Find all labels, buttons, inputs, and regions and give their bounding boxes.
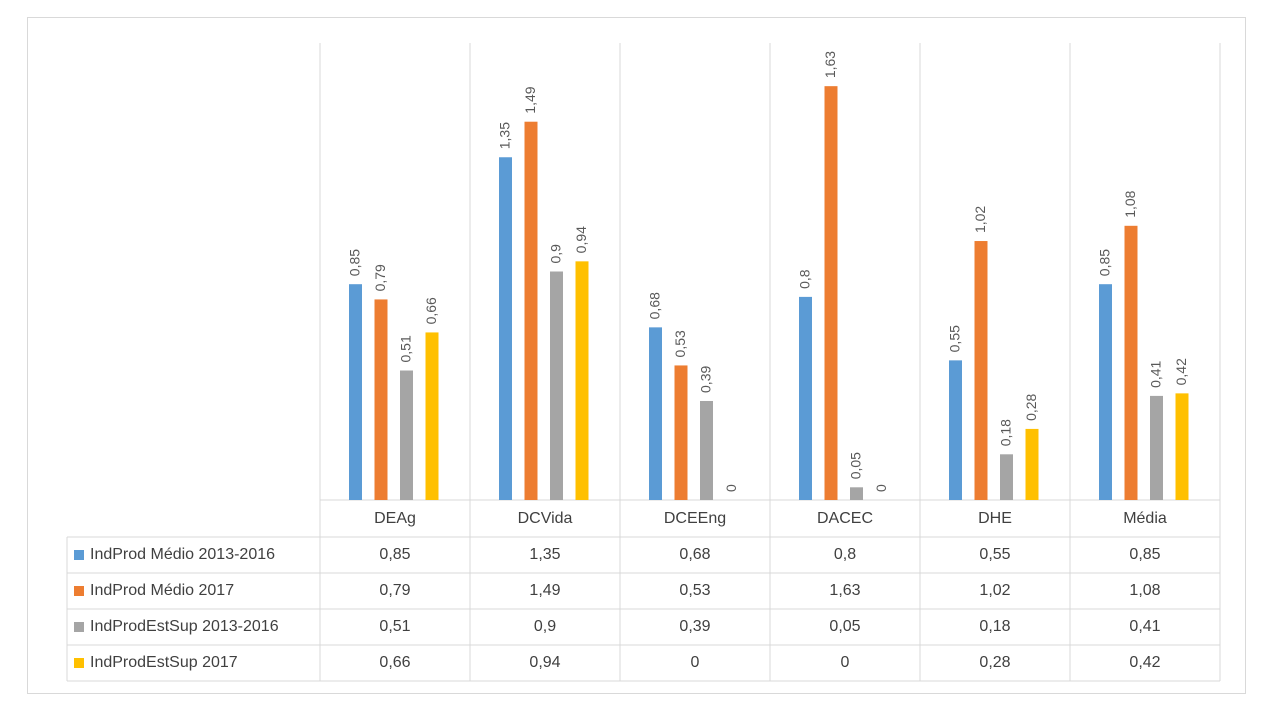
data-label: 0,18 xyxy=(998,419,1014,446)
x-tick-label: DHE xyxy=(978,510,1012,527)
table-cell: 0,28 xyxy=(979,654,1010,671)
legend-label: IndProd Médio 2017 xyxy=(90,582,234,599)
data-label: 0,51 xyxy=(398,335,414,362)
legend-swatch xyxy=(74,586,84,596)
table-cell: 0,55 xyxy=(979,546,1010,563)
table-cell: 0,68 xyxy=(679,546,710,563)
data-label: 0,66 xyxy=(423,297,439,324)
bar xyxy=(949,360,962,500)
data-label: 1,35 xyxy=(497,122,513,149)
chart-border xyxy=(27,17,1246,694)
bar xyxy=(824,86,838,501)
data-label: 0,55 xyxy=(947,325,963,352)
data-label: 0 xyxy=(873,484,889,492)
bar xyxy=(1025,428,1039,500)
x-tick-label: Média xyxy=(1123,510,1167,527)
bar xyxy=(499,157,512,500)
table-cell: 0,53 xyxy=(679,582,710,599)
bar xyxy=(974,241,988,501)
table-cell: 0,9 xyxy=(534,618,556,635)
table-cell: 0,05 xyxy=(829,618,860,635)
data-label: 0,85 xyxy=(1097,249,1113,276)
table-cell: 1,08 xyxy=(1129,582,1160,599)
table-cell: 0,85 xyxy=(1129,546,1160,563)
table-cell: 0,85 xyxy=(379,546,410,563)
legend-swatch xyxy=(74,550,84,560)
legend-swatch xyxy=(74,658,84,668)
data-label: 0,85 xyxy=(347,249,363,276)
bar xyxy=(1000,454,1013,500)
x-tick-label: DEAg xyxy=(374,510,416,527)
table-cell: 1,63 xyxy=(829,582,860,599)
legend-label: IndProdEstSup 2017 xyxy=(90,654,238,671)
data-label: 0,79 xyxy=(372,264,388,291)
bar xyxy=(799,296,812,500)
table-cell: 0,51 xyxy=(379,618,410,635)
legend-swatch xyxy=(74,622,84,632)
data-label: 0,41 xyxy=(1148,360,1164,387)
bar xyxy=(425,332,439,500)
x-tick-label: DACEC xyxy=(817,510,873,527)
bar xyxy=(524,121,538,500)
bar xyxy=(550,271,563,500)
table-cell: 0 xyxy=(691,654,700,671)
data-label: 0,68 xyxy=(647,292,663,319)
table-cell: 0,18 xyxy=(979,618,1010,635)
data-label: 0,28 xyxy=(1023,393,1039,420)
table-cell: 0,79 xyxy=(379,582,410,599)
data-label: 1,08 xyxy=(1122,190,1138,217)
bar xyxy=(700,400,713,500)
data-label: 0,9 xyxy=(548,244,564,264)
bar xyxy=(349,284,362,500)
table-cell: 0,41 xyxy=(1129,618,1160,635)
table-cell: 1,02 xyxy=(979,582,1010,599)
legend-label: IndProd Médio 2013-2016 xyxy=(90,546,275,563)
data-label: 0,39 xyxy=(698,366,714,393)
bar xyxy=(1124,225,1138,501)
table-cell: 0,94 xyxy=(529,654,560,671)
bar xyxy=(400,370,413,500)
data-label: 0,8 xyxy=(797,269,813,289)
table-cell: 1,49 xyxy=(529,582,560,599)
x-tick-label: DCVida xyxy=(518,510,573,527)
bar xyxy=(649,327,662,500)
data-label: 0,53 xyxy=(672,330,688,357)
legend-label: IndProdEstSup 2013-2016 xyxy=(90,618,279,635)
data-label: 1,49 xyxy=(522,86,538,113)
table-cell: 0,8 xyxy=(834,546,856,563)
bar xyxy=(1150,395,1163,500)
table-cell: 1,35 xyxy=(529,546,560,563)
data-label: 0,05 xyxy=(848,452,864,479)
bar xyxy=(850,487,863,500)
table-cell: 0 xyxy=(841,654,850,671)
table-cell: 0,66 xyxy=(379,654,410,671)
bar xyxy=(674,365,688,500)
bar xyxy=(575,261,589,500)
data-label: 0,94 xyxy=(573,226,589,253)
data-label: 0,42 xyxy=(1173,358,1189,385)
data-label: 1,02 xyxy=(972,206,988,233)
bar xyxy=(1175,393,1189,500)
bar xyxy=(1099,284,1112,500)
table-cell: 0,42 xyxy=(1129,654,1160,671)
table-cell: 0,39 xyxy=(679,618,710,635)
bar xyxy=(374,299,388,500)
x-tick-label: DCEEng xyxy=(664,510,726,527)
data-label: 1,63 xyxy=(822,51,838,78)
data-label: 0 xyxy=(723,484,739,492)
